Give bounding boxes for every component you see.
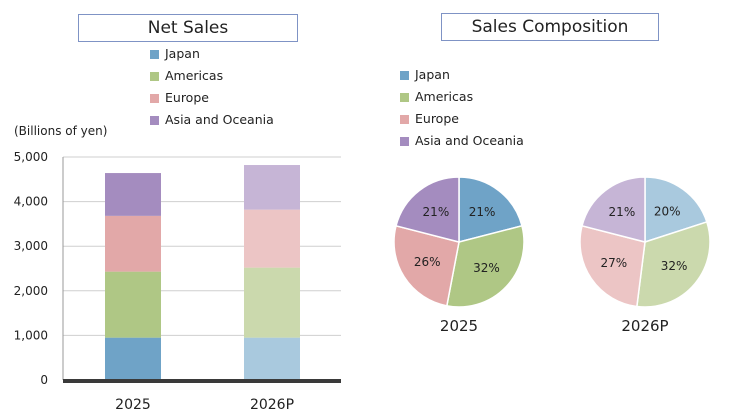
- net-sales-title: Net Sales: [78, 14, 298, 42]
- legend-label: Japan: [165, 46, 200, 61]
- bar-segment-2025-europe: [105, 215, 161, 272]
- legend-swatch: [400, 115, 409, 124]
- y-axis-unit-label: (Billions of yen): [14, 124, 108, 138]
- pie-slice-2025-americas: [445, 224, 525, 308]
- y-tick-label: 4,000: [14, 195, 48, 209]
- y-tick-label: 0: [40, 373, 48, 387]
- pie-slice-label: 21%: [423, 205, 450, 219]
- legend-label: Americas: [165, 68, 224, 83]
- legend-label: Asia and Oceania: [415, 133, 524, 148]
- pie-slice-label: 26%: [414, 255, 441, 269]
- bar-segment-2025-americas: [105, 271, 161, 338]
- legend-swatch: [400, 137, 409, 146]
- y-tick-label: 1,000: [14, 328, 48, 342]
- x-category-label: 2025: [115, 397, 151, 413]
- bar-segment-2025-japan: [105, 337, 161, 380]
- legend-label: Europe: [165, 90, 209, 105]
- sales-composition-title: Sales Composition: [441, 13, 659, 41]
- pie-slice-label: 32%: [473, 261, 500, 275]
- pie-slice-2026p-asia-and-oceania: [581, 176, 646, 243]
- bar-segment-2026p-japan: [244, 337, 300, 380]
- pie-year-label: 2025: [440, 317, 478, 335]
- bar-segment-2026p-asia-and-oceania: [244, 165, 300, 210]
- legend-label: Americas: [415, 89, 474, 104]
- pie-slice-label: 21%: [469, 205, 496, 219]
- pie-year-label: 2026P: [621, 317, 668, 335]
- y-tick-label: 2,000: [14, 284, 48, 298]
- pie-slice-label: 21%: [609, 205, 636, 219]
- legend-swatch: [150, 94, 159, 103]
- bar-segment-2026p-europe: [244, 209, 300, 268]
- x-axis-baseline: [63, 379, 341, 383]
- legend-swatch: [150, 50, 159, 59]
- pie-slice-2026p-europe: [579, 224, 646, 308]
- y-tick-label: 5,000: [14, 150, 48, 164]
- pie-slice-label: 32%: [661, 259, 688, 273]
- legend-label: Asia and Oceania: [165, 112, 274, 127]
- pie-slice-2025-asia-and-oceania: [395, 176, 460, 243]
- bar-segment-2025-asia-and-oceania: [105, 173, 161, 216]
- y-tick-label: 3,000: [14, 239, 48, 253]
- legend-swatch: [400, 71, 409, 80]
- x-category-label: 2026P: [250, 397, 294, 413]
- pie-slice-2025-europe: [393, 224, 460, 307]
- legend-label: Europe: [415, 111, 459, 126]
- legend-swatch: [150, 72, 159, 81]
- legend-swatch: [150, 116, 159, 125]
- pie-slice-label: 27%: [600, 256, 627, 270]
- pie-slice-label: 20%: [654, 205, 681, 219]
- pie-slice-2026p-japan: [644, 176, 708, 244]
- legend-label: Japan: [415, 67, 450, 82]
- bar-segment-2026p-americas: [244, 267, 300, 338]
- legend-swatch: [400, 93, 409, 102]
- pie-slice-2025-japan: [458, 176, 523, 243]
- pie-slice-2026p-americas: [636, 220, 711, 308]
